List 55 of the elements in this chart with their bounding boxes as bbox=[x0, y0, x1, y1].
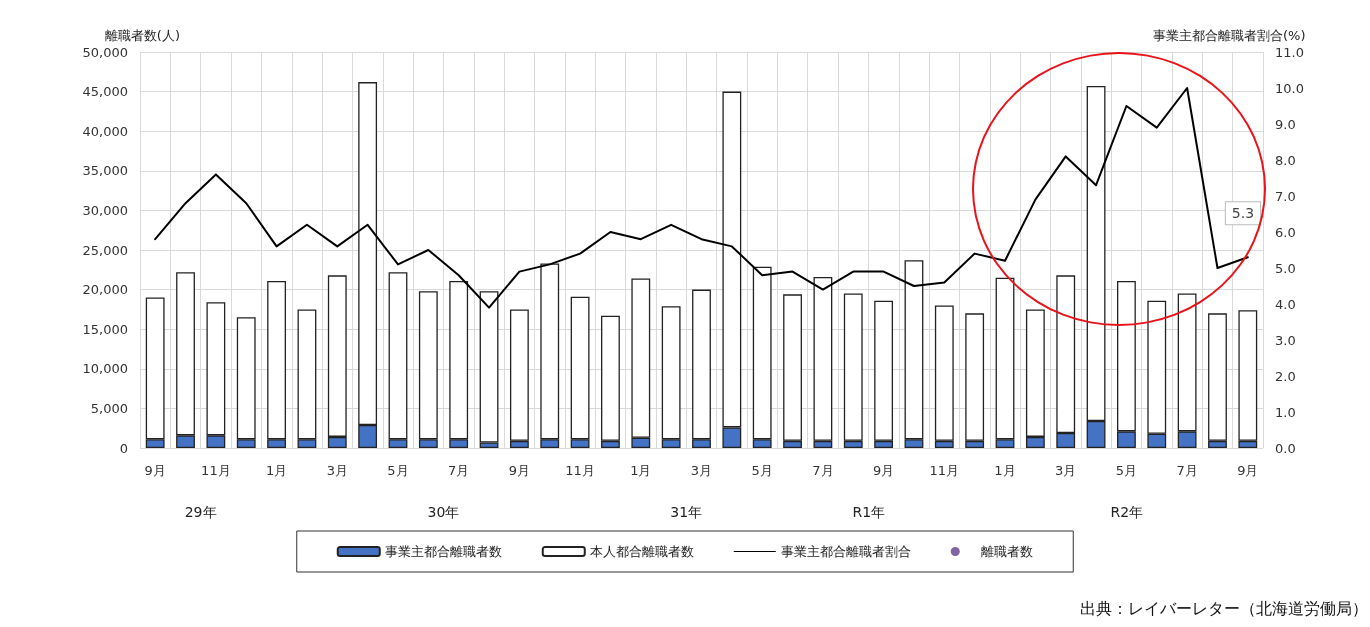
x-tick-label: 9月 bbox=[872, 463, 895, 478]
legend-label: 離職者数 bbox=[981, 544, 1034, 559]
x-tick-label: 7月 bbox=[812, 463, 834, 478]
y2-tick-label: 9.0 bbox=[1275, 116, 1296, 132]
y2-axis-title: 事業主都合離職者割合(%) bbox=[1153, 28, 1306, 43]
x-tick-label: 11月 bbox=[929, 463, 960, 478]
x-tick-label: 1月 bbox=[630, 463, 652, 478]
y-tick-label: 15,000 bbox=[82, 321, 128, 337]
x-tick-label: 1月 bbox=[994, 463, 1016, 478]
y-tick-label: 30,000 bbox=[82, 202, 128, 218]
text: 31年 bbox=[670, 504, 703, 520]
x-tick-label: 1月 bbox=[265, 463, 288, 478]
x-tick-label: 9月 bbox=[508, 463, 531, 478]
x-tick-label: 3月 bbox=[1055, 463, 1077, 478]
y-tick-label: 25,000 bbox=[82, 242, 128, 258]
y-tick-label: 35,000 bbox=[82, 163, 128, 179]
legend-label: 本人都合離職者数 bbox=[589, 544, 694, 559]
y2-tick-label: 0.0 bbox=[1275, 440, 1296, 456]
y2-tick-label: 1.0 bbox=[1275, 404, 1296, 420]
x-tick-label: 11月 bbox=[201, 463, 231, 478]
y-tick-label: 0 bbox=[119, 440, 128, 456]
y2-tick-label: 3.0 bbox=[1275, 332, 1296, 348]
text: 29年 bbox=[184, 504, 217, 520]
source-note: 出典：レイバーレター（北海道労働局） bbox=[1080, 598, 1368, 618]
x-tick-label: 9月 bbox=[144, 463, 166, 478]
y2-tick-label: 5.0 bbox=[1275, 260, 1296, 276]
x-tick-label: 5月 bbox=[1115, 463, 1138, 478]
x-tick-label: 11月 bbox=[565, 463, 595, 478]
text: R2年 bbox=[1110, 504, 1144, 520]
y-tick-label: 20,000 bbox=[82, 282, 128, 298]
y2-tick-label: 7.0 bbox=[1275, 188, 1296, 204]
x-tick-label: 7月 bbox=[1176, 463, 1198, 478]
y2-tick-label: 2.0 bbox=[1275, 368, 1296, 384]
y-tick-label: 40,000 bbox=[82, 123, 128, 139]
text: 30年 bbox=[427, 504, 460, 520]
y-tick-label: 50,000 bbox=[82, 44, 128, 60]
x-tick-label: 3月 bbox=[326, 463, 348, 478]
legend-label: 事業主都合離職者割合 bbox=[780, 544, 911, 559]
x-tick-label: 3月 bbox=[690, 463, 713, 478]
y2-tick-label: 8.0 bbox=[1275, 152, 1296, 168]
y2-tick-label: 6.0 bbox=[1275, 224, 1296, 240]
data-label: 5.3 bbox=[1231, 205, 1255, 222]
x-tick-label: 7月 bbox=[448, 463, 470, 478]
y-tick-label: 5,000 bbox=[90, 400, 128, 416]
x-tick-label: 5月 bbox=[751, 463, 773, 478]
x-tick-label: 9月 bbox=[1237, 463, 1259, 478]
y2-tick-label: 4.0 bbox=[1275, 296, 1296, 312]
y-tick-label: 10,000 bbox=[82, 361, 128, 377]
legend-label: 事業主都合離職者数 bbox=[384, 544, 502, 559]
y2-tick-label: 11.0 bbox=[1275, 44, 1304, 60]
y-axis-title: 離職者数(人) bbox=[104, 28, 180, 43]
text: R1年 bbox=[852, 504, 886, 520]
y-tick-label: 45,000 bbox=[82, 84, 128, 100]
x-tick-label: 5月 bbox=[387, 463, 409, 478]
y2-tick-label: 10.0 bbox=[1275, 80, 1304, 96]
